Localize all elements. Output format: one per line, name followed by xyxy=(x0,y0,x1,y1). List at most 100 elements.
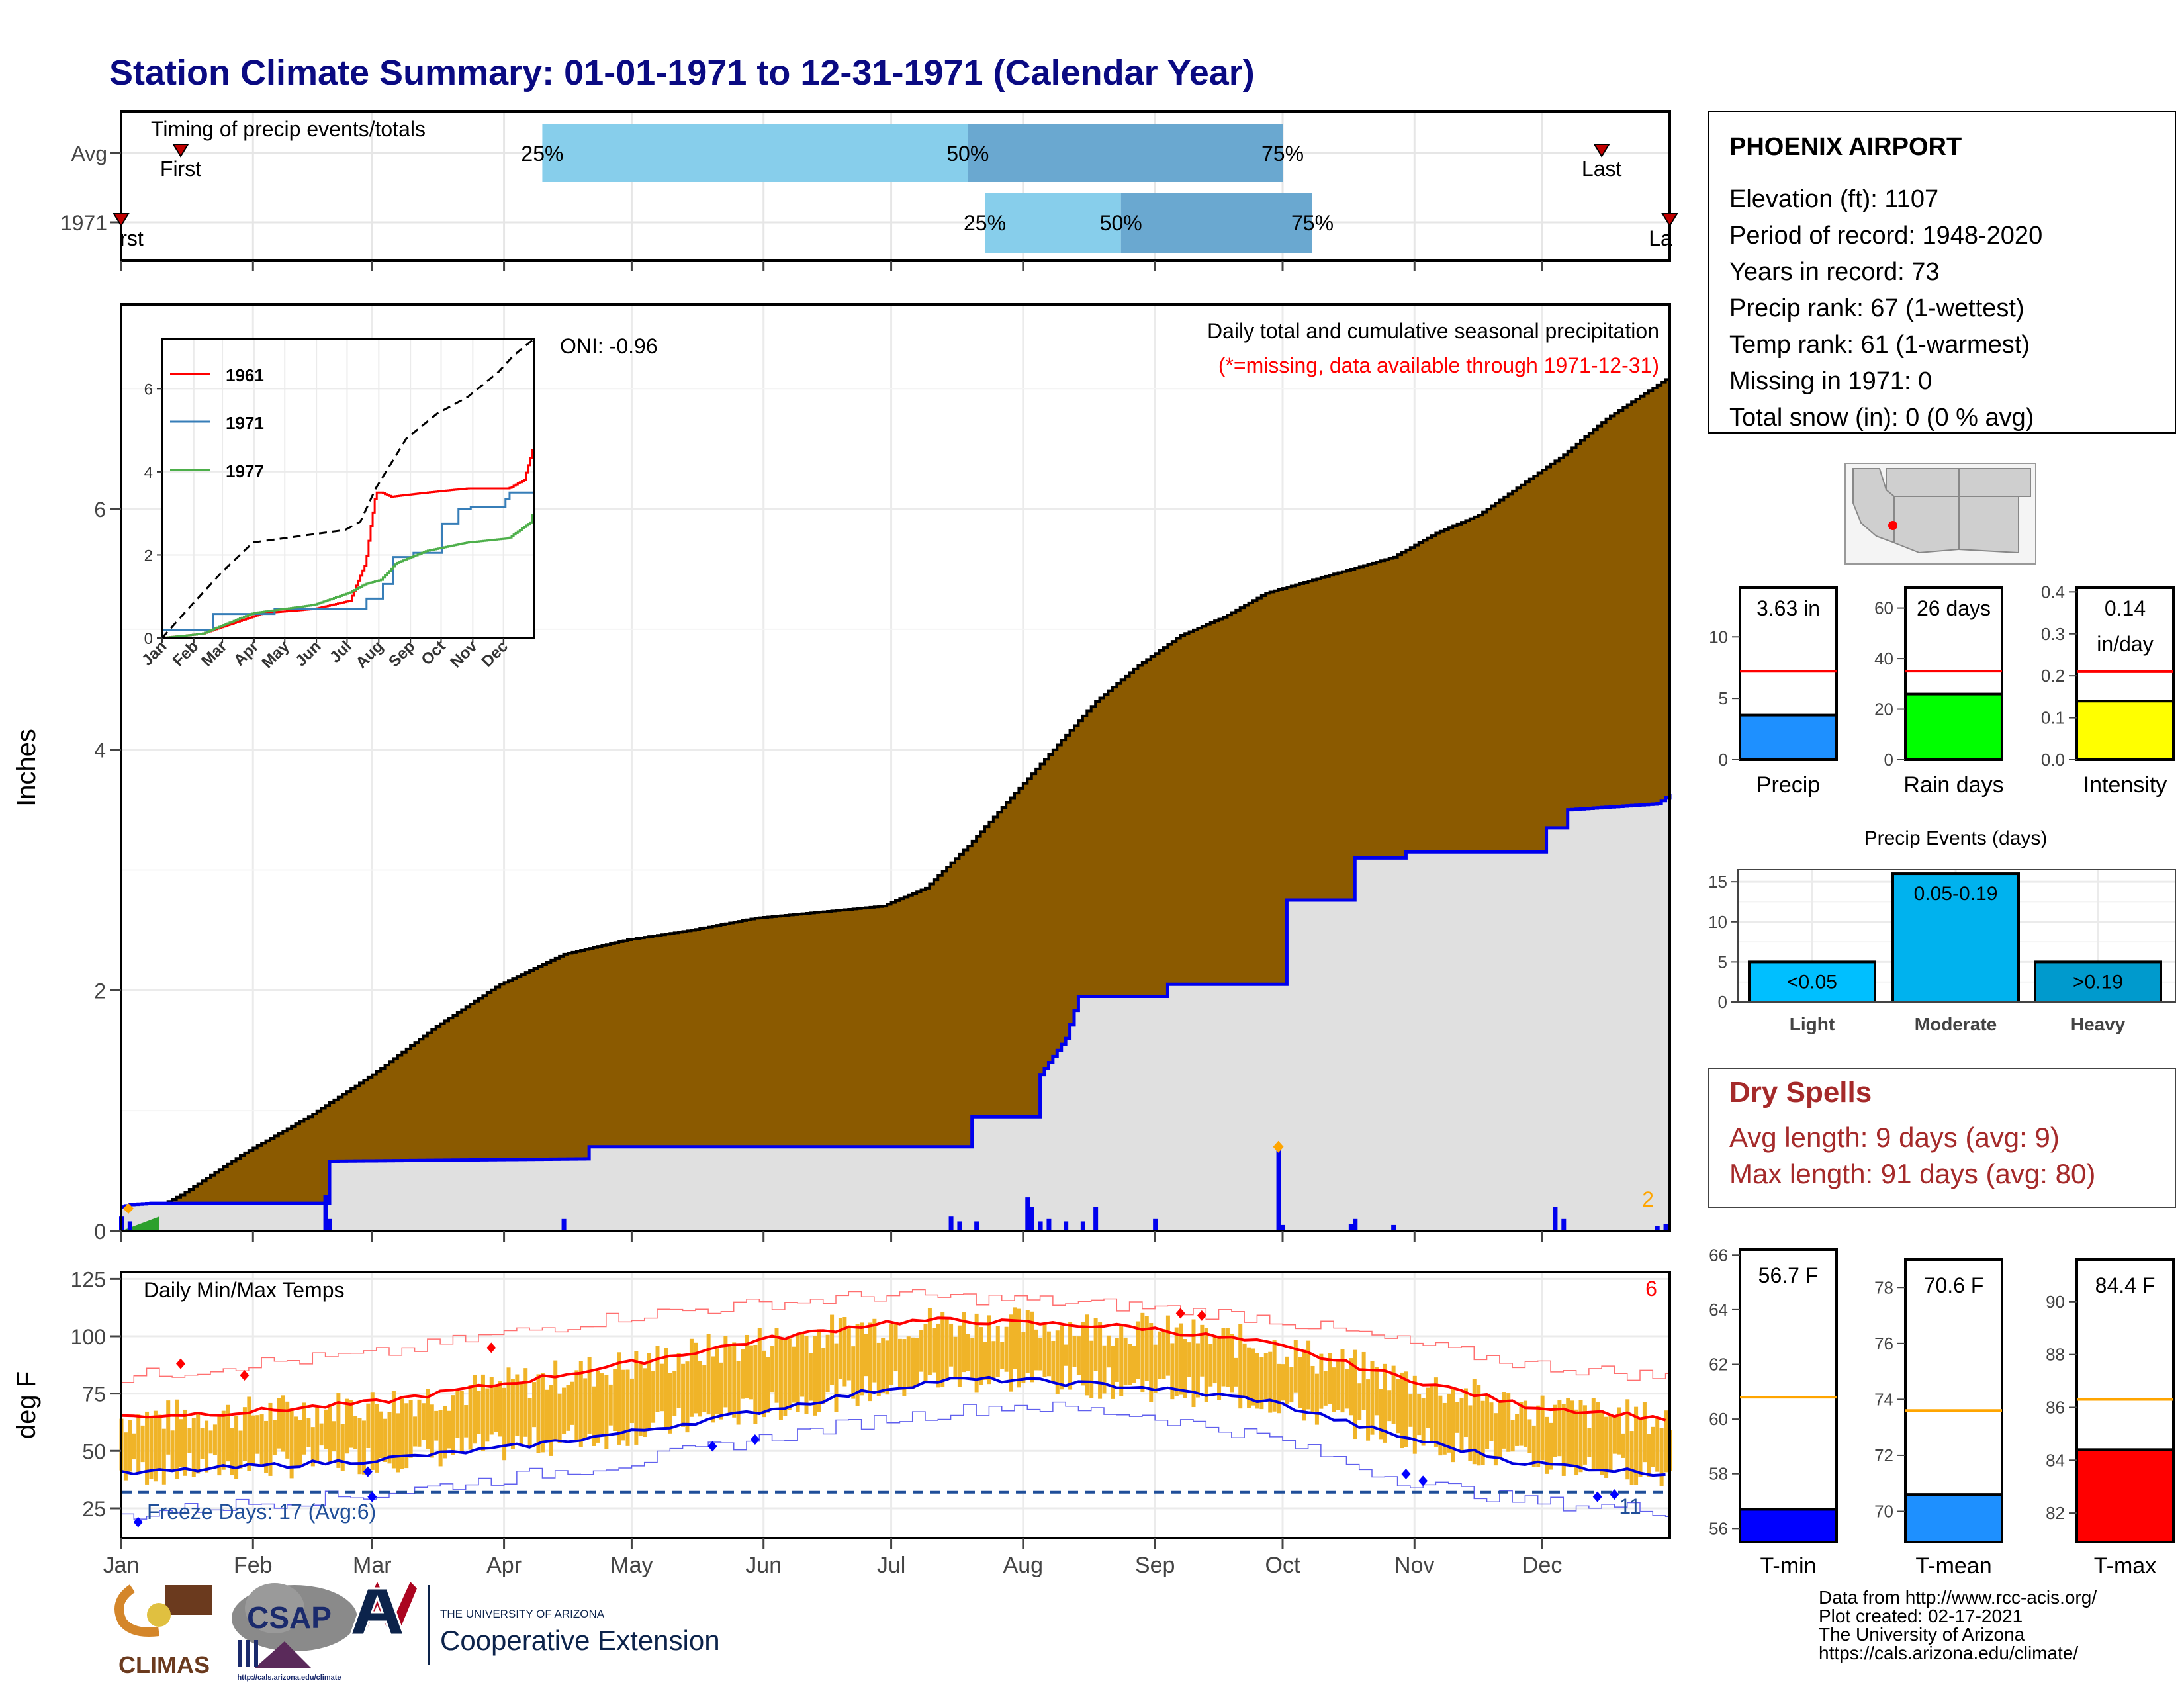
record-low-marker xyxy=(1401,1468,1411,1479)
daily-temp-range-bar xyxy=(876,1342,881,1396)
month-label: Jul xyxy=(877,1553,905,1578)
daily-temp-range-bar xyxy=(991,1341,996,1379)
daily-temp-range-bar xyxy=(1132,1346,1136,1383)
daily-temp-range-bar xyxy=(1379,1389,1383,1440)
daily-temp-range-bar xyxy=(570,1381,574,1425)
temp-sum-label: T-max xyxy=(2094,1553,2156,1578)
daily-temp-range-bar xyxy=(596,1371,600,1443)
daily-temp-range-bar xyxy=(379,1411,383,1459)
daily-temp-range-bar xyxy=(268,1402,273,1476)
daily-temp-range-bar xyxy=(881,1338,886,1393)
daily-temp-range-bar xyxy=(477,1391,481,1434)
temp-sum-ytick-label: 70 xyxy=(1874,1501,1893,1521)
daily-temp-range-bar xyxy=(676,1353,681,1408)
inset-month-label: Feb xyxy=(169,637,202,670)
daily-temp-range-bar xyxy=(1468,1405,1473,1461)
temp-sum-ytick-label: 66 xyxy=(1709,1245,1728,1265)
daily-temp-range-bar xyxy=(970,1337,975,1380)
events-ytick-label: 15 xyxy=(1708,872,1727,891)
daily-temp-range-bar xyxy=(489,1377,494,1435)
daily-temp-range-bar xyxy=(574,1370,579,1441)
daily-temp-range-bar xyxy=(443,1405,447,1459)
daily-temp-range-bar xyxy=(787,1338,792,1411)
temp-ytick-label: 25 xyxy=(82,1497,106,1521)
daily-temp-range-bar xyxy=(1383,1363,1387,1443)
daily-temp-range-bar xyxy=(391,1391,396,1469)
station-location-dot xyxy=(1888,521,1897,530)
temp-sum-ytick-label: 76 xyxy=(1874,1334,1893,1353)
timing-marker-icon xyxy=(1661,213,1678,227)
daily-temp-range-bar xyxy=(817,1329,821,1412)
daily-temp-range-bar xyxy=(1217,1336,1222,1400)
daily-temp-range-bar xyxy=(1030,1311,1034,1383)
daily-temp-range-bar xyxy=(838,1318,842,1379)
daily-temp-range-bar xyxy=(221,1410,226,1470)
daily-temp-range-bar xyxy=(1302,1349,1306,1421)
daily-temp-range-bar xyxy=(757,1328,762,1415)
daily-temp-range-bar xyxy=(1433,1377,1438,1447)
events-bar-moderate xyxy=(1891,872,2020,1003)
daily-temp-range-bar xyxy=(1472,1379,1477,1465)
page-title: Station Climate Summary: 01-01-1971 to 1… xyxy=(109,53,1255,93)
daily-temp-range-bar xyxy=(1502,1392,1506,1449)
daily-temp-range-bar xyxy=(451,1395,455,1455)
yr-last-label: La xyxy=(1649,226,1672,250)
daily-precip-bar xyxy=(1038,1221,1043,1231)
daily-temp-range-bar xyxy=(1234,1357,1238,1387)
daily-temp-range-bar xyxy=(741,1349,745,1399)
daily-temp-range-bar xyxy=(396,1413,400,1473)
daily-temp-range-bar xyxy=(536,1374,541,1453)
inset-ytick-label: 6 xyxy=(144,381,153,398)
daily-temp-range-bar xyxy=(1102,1345,1107,1394)
daily-temp-range-bar xyxy=(353,1416,358,1449)
inset-average-line xyxy=(161,338,535,639)
daily-precip-bar xyxy=(127,1221,132,1231)
station-precip-rank: Precip rank: 67 (1-wettest) xyxy=(1729,295,2025,322)
inset-month-label: Mar xyxy=(198,637,230,670)
daily-temp-range-bar xyxy=(1242,1343,1247,1399)
inset-series-1977 xyxy=(162,500,535,639)
daily-precip-bar xyxy=(1153,1218,1158,1231)
daily-temp-range-bar xyxy=(851,1346,856,1399)
inset-month-label: Nov xyxy=(447,637,481,672)
daily-temp-range-bar xyxy=(242,1407,247,1461)
daily-temp-range-bar xyxy=(1268,1351,1273,1413)
daily-temp-range-bar xyxy=(1647,1434,1651,1477)
daily-temp-range-bar xyxy=(1651,1426,1655,1467)
daily-temp-range-bar xyxy=(1574,1409,1579,1476)
daily-temp-range-bar xyxy=(434,1410,439,1441)
daily-temp-range-bar xyxy=(1221,1328,1226,1387)
daily-temp-range-bar xyxy=(753,1344,758,1424)
mini-bar-ytick-label: 0 xyxy=(1884,750,1893,770)
daily-temp-range-bar xyxy=(1664,1410,1668,1473)
timing-avg-bar-dark xyxy=(968,124,1283,182)
mini-bar-2 xyxy=(2075,700,2175,761)
daily-temp-range-bar xyxy=(1617,1407,1621,1455)
daily-temp-range-bar xyxy=(170,1430,175,1471)
daily-temp-range-bar xyxy=(681,1363,686,1427)
daily-temp-range-bar xyxy=(979,1327,983,1385)
mini-bar-ytick-label: 0.0 xyxy=(2041,750,2065,770)
month-label: Aug xyxy=(1003,1553,1044,1578)
daily-temp-range-bar xyxy=(426,1389,430,1449)
csap-url-text: http://cals.arizona.edu/climate xyxy=(237,1674,341,1682)
daily-temp-range-bar xyxy=(1655,1418,1660,1472)
daily-temp-range-bar xyxy=(464,1405,469,1438)
temp-sum-ytick-label: 84 xyxy=(2046,1450,2065,1470)
temp-sum-ytick-label: 72 xyxy=(1874,1445,1893,1465)
daily-temp-range-bar xyxy=(272,1420,277,1455)
daily-temp-range-bar xyxy=(1089,1340,1094,1398)
timing-yr-bar-dark xyxy=(1120,193,1312,253)
daily-temp-range-bar xyxy=(778,1337,783,1420)
daily-temp-range-bar xyxy=(1255,1353,1259,1409)
daily-temp-range-bar xyxy=(1480,1400,1485,1465)
timing-marker-icon xyxy=(1593,144,1610,158)
daily-temp-range-bar xyxy=(842,1317,847,1387)
daily-temp-range-bar xyxy=(1136,1321,1140,1379)
temp-ylabel: deg F xyxy=(12,1371,41,1439)
climas-logo: CLIMAS xyxy=(109,1584,212,1678)
yr-p50-label: 50% xyxy=(1100,211,1142,235)
station-elevation: Elevation (ft): 1107 xyxy=(1729,185,1938,213)
daily-temp-range-bar xyxy=(1557,1400,1562,1457)
